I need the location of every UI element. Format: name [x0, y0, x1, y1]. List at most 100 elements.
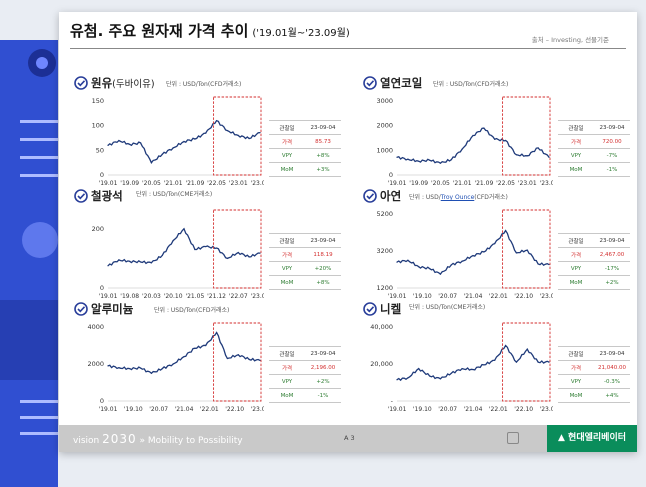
- data-point: [439, 162, 442, 164]
- data-point: [226, 257, 229, 259]
- x-tick-label: '22.10: [514, 406, 533, 413]
- info-table: 관찰일 23-09-04 가격 85.73 VPY +8% MoM +3%: [269, 120, 341, 177]
- value-price: 21,040.00: [594, 360, 630, 375]
- panel-crude-oil: 원유(두바이유) 단위 : USD/Ton(CFD거래소) 0 50 100 150 '…: [74, 75, 354, 200]
- x-tick-label: '19.01: [388, 293, 407, 300]
- value-date: 23-09-04: [305, 120, 341, 135]
- data-point: [194, 248, 196, 251]
- period-label: ('19.01월~'23.09월): [252, 28, 350, 39]
- panel-hot-rolled-coil: 열연코일 단위 : USD/Ton(CFD거래소) 0 1000 2000 3000 '…: [363, 75, 637, 200]
- value-mom: -1%: [305, 388, 341, 403]
- x-tick-label: '23.07: [540, 293, 553, 300]
- unit-label: 단위 : USD/Ton(CFD거래소): [433, 81, 509, 88]
- data-point: [139, 142, 142, 144]
- value-price: 2,467.00: [594, 247, 630, 262]
- x-tick-label: '22.07: [229, 293, 248, 300]
- data-point: [118, 367, 120, 369]
- y-tick-label: 150: [92, 97, 104, 105]
- data-point: [418, 266, 420, 268]
- data-point: [439, 378, 442, 380]
- data-point: [183, 140, 185, 143]
- label-price: 가격: [558, 360, 594, 375]
- data-point: [183, 228, 185, 230]
- data-point: [537, 263, 539, 265]
- data-point: [129, 260, 131, 262]
- value-price: 85.73: [305, 134, 341, 149]
- title-divider: [70, 48, 626, 49]
- series-line: [396, 229, 550, 276]
- x-tick-label: '21.04: [175, 406, 194, 413]
- data-point: [150, 372, 153, 374]
- data-point: [118, 139, 120, 142]
- y-tick-label: 0: [100, 171, 104, 179]
- label-vpy: VPY: [558, 374, 594, 389]
- x-tick-label: '19.01: [99, 406, 118, 413]
- value-mom: +4%: [594, 388, 630, 403]
- y-tick-label: 3000: [376, 97, 393, 105]
- x-tick-label: '23.09: [540, 180, 553, 187]
- y-tick-label: 1200: [376, 284, 393, 292]
- line-chart: 0 200 '19.01'19.08'20.03'20.10'21.05'21.12…: [92, 209, 264, 300]
- data-point: [418, 368, 420, 370]
- y-tick-label: 20,000: [370, 360, 393, 368]
- label-mom: MoM: [558, 388, 594, 403]
- value-vpy: -17%: [594, 261, 630, 276]
- value-date: 23-09-04: [305, 233, 341, 248]
- x-tick-label: '22.10: [225, 406, 244, 413]
- data-point: [483, 364, 485, 366]
- x-tick-label: '20.03: [142, 293, 161, 300]
- y-tick-label: 4000: [87, 323, 104, 331]
- value-mom: +2%: [594, 275, 630, 290]
- data-point: [139, 367, 142, 369]
- data-point: [183, 356, 185, 358]
- x-tick-label: '20.07: [149, 406, 168, 413]
- x-tick-label: '19.01: [99, 180, 118, 187]
- x-tick-label: '19.10: [124, 406, 143, 413]
- data-point: [407, 259, 409, 261]
- data-point: [461, 368, 463, 370]
- x-tick-label: '23.07: [540, 406, 553, 413]
- data-point: [526, 249, 528, 251]
- data-point: [504, 230, 507, 232]
- y-tick-label: 2000: [87, 360, 104, 368]
- line-chart: - 20,000 40,000 '19.01 '19.10 '20.07 '21.04 '22…: [370, 322, 553, 413]
- x-tick-label: '23.07: [251, 406, 264, 413]
- y-tick-label: 5200: [376, 210, 393, 218]
- unit-link[interactable]: Troy Ounce: [440, 194, 475, 201]
- data-point: [396, 261, 398, 263]
- data-point: [248, 358, 250, 360]
- data-point: [504, 139, 507, 142]
- data-point: [537, 361, 539, 363]
- data-point: [472, 368, 474, 371]
- brand-mark: vision 2030 » Mobility to Possibility: [73, 432, 243, 446]
- value-vpy: +8%: [305, 148, 341, 163]
- line-chart: 0 2000 4000 '19.01 '19.10 '20.07 '21.04 '22.01 '…: [87, 322, 264, 413]
- data-point: [450, 372, 452, 374]
- data-point: [483, 251, 485, 253]
- check-circle-icon: [363, 76, 377, 90]
- unit-label: 단위 : USD/Ton(CME거래소): [136, 191, 213, 198]
- x-tick-label: '23.09: [251, 180, 264, 187]
- data-point: [205, 344, 207, 347]
- info-table: 관찰일 23-09-04 가격 2,467.00 VPY -17% MoM +2%: [558, 233, 630, 290]
- x-tick-label: '22.10: [514, 293, 533, 300]
- label-mom: MoM: [558, 162, 594, 177]
- x-tick-label: '21.04: [464, 293, 483, 300]
- label-mom: MoM: [269, 162, 305, 177]
- value-mom: -1%: [594, 162, 630, 177]
- slide: 유첨. 주요 원자재 가격 추이 ('19.01월~'23.09월) 출처 – I…: [59, 12, 637, 452]
- y-tick-label: 100: [92, 122, 104, 130]
- check-circle-icon: [74, 189, 88, 203]
- check-circle-icon: [363, 189, 377, 203]
- panel-nickel: 니켈 단위 : USD/Ton(CME거래소) - 20,000 40,000 '19…: [363, 301, 637, 426]
- label-mom: MoM: [558, 275, 594, 290]
- data-point: [548, 156, 550, 158]
- value-mom: +8%: [305, 275, 341, 290]
- data-point: [215, 120, 218, 122]
- data-point: [161, 368, 163, 370]
- value-date: 23-09-04: [594, 346, 630, 361]
- data-point: [450, 159, 452, 161]
- data-point: [118, 259, 120, 261]
- y-tick-label: 200: [92, 225, 104, 233]
- data-point: [428, 375, 431, 377]
